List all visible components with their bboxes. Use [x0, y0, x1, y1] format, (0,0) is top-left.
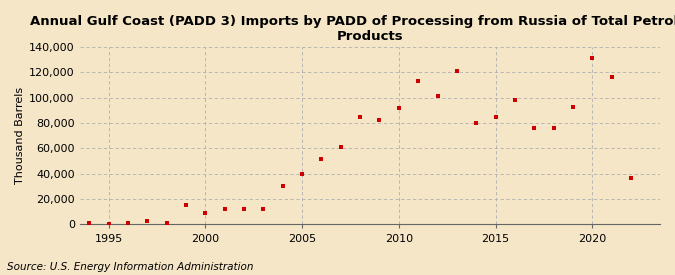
Point: [103, 221, 114, 226]
Point: [219, 207, 230, 211]
Point: [606, 75, 617, 79]
Point: [181, 203, 192, 207]
Point: [355, 114, 366, 119]
Point: [413, 79, 424, 83]
Point: [548, 126, 559, 130]
Point: [394, 106, 404, 110]
Point: [239, 207, 250, 211]
Point: [258, 207, 269, 211]
Point: [510, 98, 520, 102]
Point: [200, 211, 211, 215]
Point: [452, 69, 462, 73]
Point: [123, 221, 134, 225]
Point: [316, 156, 327, 161]
Point: [161, 220, 172, 225]
Y-axis label: Thousand Barrels: Thousand Barrels: [15, 87, 25, 184]
Point: [626, 175, 637, 180]
Point: [277, 184, 288, 189]
Point: [335, 145, 346, 149]
Title: Annual Gulf Coast (PADD 3) Imports by PADD of Processing from Russia of Total Pe: Annual Gulf Coast (PADD 3) Imports by PA…: [30, 15, 675, 43]
Point: [471, 121, 482, 125]
Point: [374, 118, 385, 123]
Point: [587, 56, 597, 60]
Point: [297, 172, 308, 176]
Point: [529, 126, 539, 130]
Point: [568, 104, 578, 109]
Point: [142, 219, 153, 224]
Point: [84, 221, 95, 226]
Text: Source: U.S. Energy Information Administration: Source: U.S. Energy Information Administ…: [7, 262, 253, 272]
Point: [490, 114, 501, 119]
Point: [432, 94, 443, 99]
